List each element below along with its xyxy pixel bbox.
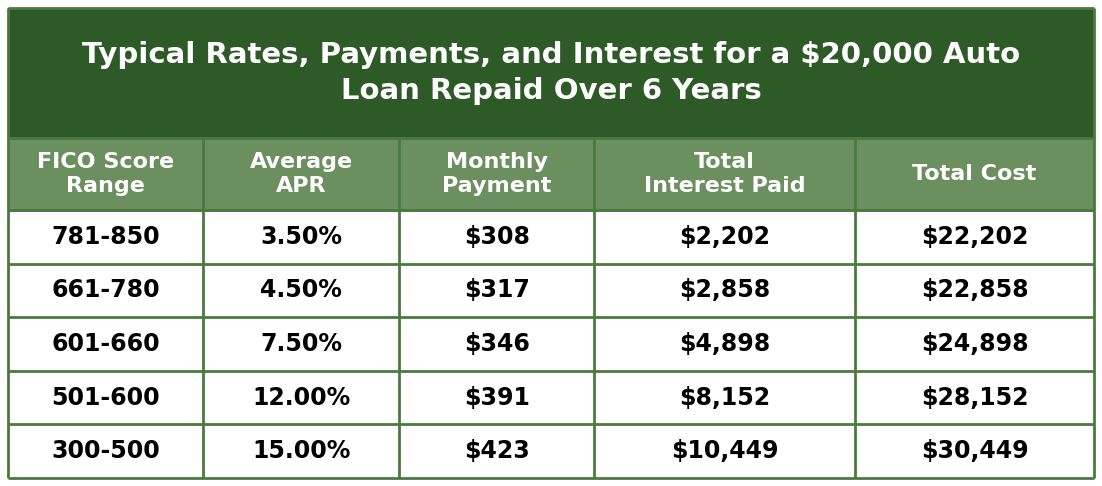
Text: 300-500: 300-500 bbox=[52, 439, 160, 463]
Bar bbox=[8, 371, 1094, 424]
Text: $24,898: $24,898 bbox=[921, 332, 1028, 356]
Text: $2,202: $2,202 bbox=[679, 225, 770, 249]
Text: $317: $317 bbox=[464, 278, 530, 302]
Text: FICO Score
Range: FICO Score Range bbox=[37, 152, 174, 196]
Text: $423: $423 bbox=[464, 439, 530, 463]
Text: $391: $391 bbox=[464, 385, 530, 410]
Text: Total
Interest Paid: Total Interest Paid bbox=[644, 152, 806, 196]
Text: 7.50%: 7.50% bbox=[260, 332, 343, 356]
Text: $30,449: $30,449 bbox=[921, 439, 1028, 463]
Text: $2,858: $2,858 bbox=[679, 278, 770, 302]
Bar bbox=[8, 210, 1094, 263]
Text: 781-850: 781-850 bbox=[52, 225, 160, 249]
Bar bbox=[8, 138, 1094, 210]
Text: $28,152: $28,152 bbox=[921, 385, 1028, 410]
Bar bbox=[8, 263, 1094, 317]
Text: $346: $346 bbox=[464, 332, 530, 356]
Text: 501-600: 501-600 bbox=[52, 385, 160, 410]
Bar bbox=[8, 424, 1094, 478]
Text: 601-660: 601-660 bbox=[52, 332, 160, 356]
Text: $308: $308 bbox=[464, 225, 530, 249]
Text: Total Cost: Total Cost bbox=[912, 164, 1037, 184]
Text: 12.00%: 12.00% bbox=[252, 385, 350, 410]
Text: $22,202: $22,202 bbox=[921, 225, 1028, 249]
Text: $4,898: $4,898 bbox=[679, 332, 770, 356]
Text: 661-780: 661-780 bbox=[52, 278, 160, 302]
Text: Typical Rates, Payments, and Interest for a $20,000 Auto
Loan Repaid Over 6 Year: Typical Rates, Payments, and Interest fo… bbox=[82, 41, 1020, 105]
Text: $10,449: $10,449 bbox=[671, 439, 778, 463]
Text: 4.50%: 4.50% bbox=[260, 278, 342, 302]
Text: Monthly
Payment: Monthly Payment bbox=[442, 152, 551, 196]
Bar bbox=[8, 8, 1094, 138]
Text: 3.50%: 3.50% bbox=[260, 225, 343, 249]
Text: $8,152: $8,152 bbox=[679, 385, 770, 410]
Text: Average
APR: Average APR bbox=[250, 152, 353, 196]
Text: 15.00%: 15.00% bbox=[252, 439, 350, 463]
Text: $22,858: $22,858 bbox=[921, 278, 1028, 302]
Bar bbox=[8, 317, 1094, 371]
